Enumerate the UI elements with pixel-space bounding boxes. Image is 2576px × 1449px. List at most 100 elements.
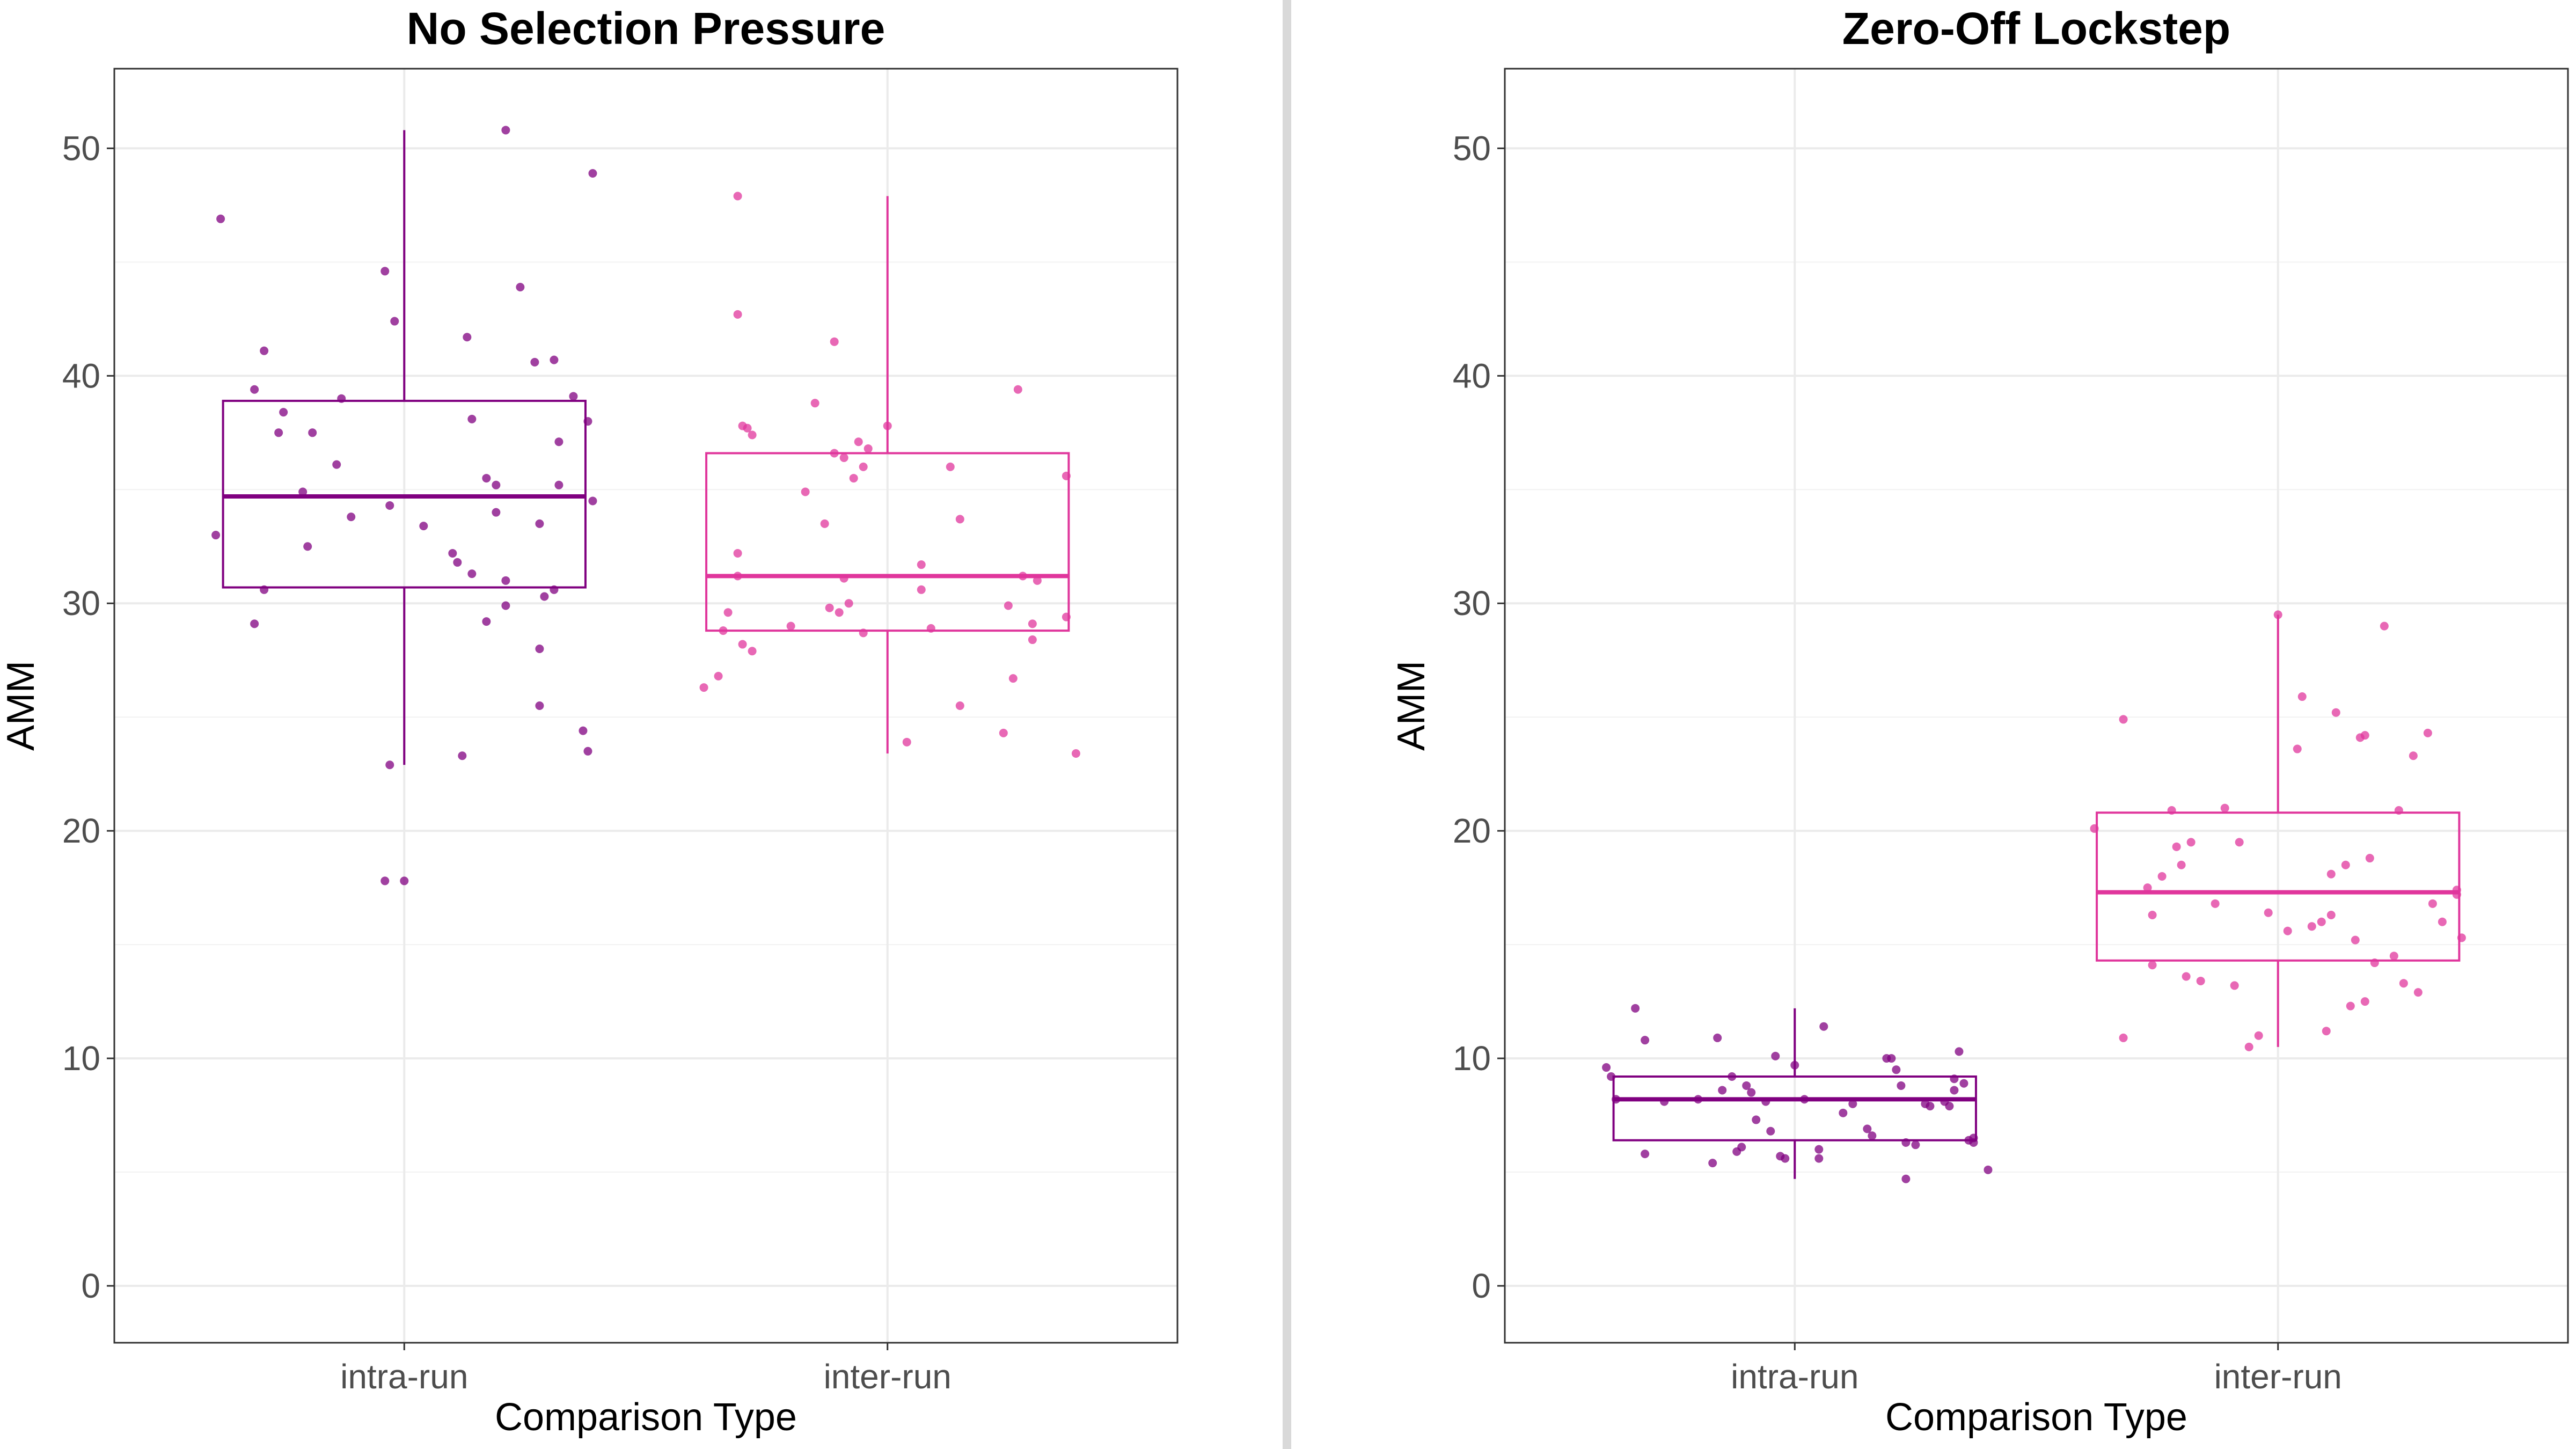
plot-area <box>1505 69 2568 1343</box>
data-point <box>1008 674 1018 683</box>
data-point <box>419 522 428 531</box>
data-point <box>1863 1124 1872 1133</box>
data-point <box>2331 708 2340 717</box>
data-point <box>999 728 1008 737</box>
data-point <box>2211 899 2220 908</box>
y-tick-label: 30 <box>1453 584 1491 623</box>
data-point <box>2360 997 2369 1006</box>
data-point <box>1800 1095 1809 1104</box>
data-point <box>1602 1063 1611 1072</box>
data-point <box>2177 860 2186 869</box>
plot-area <box>114 69 1177 1343</box>
data-point <box>279 408 288 417</box>
data-point <box>902 737 911 747</box>
data-point <box>1728 1072 1737 1081</box>
data-point <box>810 399 819 408</box>
panel-no-selection-pressure: 0 10 20 30 40 50 intra-run inter-run No Selectio… <box>0 3 1179 1439</box>
data-point <box>583 747 592 756</box>
data-point <box>723 608 733 617</box>
data-point <box>946 462 955 471</box>
box-intra-run <box>222 130 587 765</box>
data-point <box>588 169 597 178</box>
data-point <box>1897 1081 1906 1090</box>
y-tick-label: 40 <box>62 356 100 395</box>
data-point <box>2413 988 2423 997</box>
data-point <box>2380 621 2389 631</box>
data-point <box>492 480 501 489</box>
data-point <box>303 542 312 551</box>
x-axis-title: Comparison Type <box>1885 1396 2187 1439</box>
data-point <box>482 474 491 483</box>
y-tick-label: 10 <box>62 1039 100 1078</box>
data-point <box>260 585 269 594</box>
data-point <box>2148 961 2157 970</box>
data-point <box>801 487 810 496</box>
data-point <box>2389 952 2398 961</box>
data-points <box>1602 610 2466 1183</box>
data-point <box>1033 576 1042 585</box>
data-point <box>2423 728 2432 737</box>
data-point <box>863 444 873 453</box>
data-point <box>380 876 390 885</box>
data-point <box>2244 1042 2253 1051</box>
y-tick-label: 10 <box>1453 1039 1491 1078</box>
data-point <box>917 585 926 594</box>
y-tick-label: 50 <box>1453 129 1491 167</box>
data-point <box>2254 1031 2263 1040</box>
data-point <box>501 601 510 610</box>
data-point <box>1612 1095 1621 1104</box>
data-point <box>501 576 510 585</box>
data-point <box>1868 1131 1877 1140</box>
data-point <box>1718 1086 1727 1095</box>
data-point <box>2394 806 2403 815</box>
data-point <box>535 519 544 528</box>
panel-divider <box>1283 0 1291 1449</box>
data-point <box>1752 1115 1761 1124</box>
data-point <box>501 126 510 135</box>
data-point <box>1771 1051 1780 1060</box>
data-point <box>554 480 564 489</box>
data-point <box>2235 838 2244 847</box>
data-point <box>2326 911 2336 920</box>
data-point <box>535 701 544 710</box>
y-axis-title: AMM <box>0 661 42 751</box>
data-point <box>1028 619 1037 628</box>
data-point <box>1694 1095 1703 1104</box>
data-point <box>2119 1033 2128 1042</box>
data-point <box>1708 1159 1717 1168</box>
data-point <box>453 558 462 567</box>
data-point <box>733 310 742 319</box>
data-point <box>2119 715 2128 724</box>
data-point <box>738 640 747 649</box>
x-tick-label: inter-run <box>824 1357 952 1396</box>
data-point <box>1761 1097 1770 1106</box>
data-point <box>250 619 259 628</box>
data-point <box>2293 744 2302 753</box>
data-point <box>733 192 742 201</box>
data-point <box>2182 972 2191 981</box>
data-point <box>1984 1165 1993 1174</box>
data-point <box>1901 1174 1911 1183</box>
box-iqr <box>1612 1075 1977 1141</box>
data-point <box>2346 1001 2355 1011</box>
data-point <box>2230 981 2239 990</box>
data-point <box>2428 899 2437 908</box>
data-point <box>1071 749 1080 758</box>
data-point <box>854 437 863 447</box>
data-point <box>830 337 839 346</box>
data-point <box>448 548 457 558</box>
box-iqr <box>222 399 587 589</box>
data-point <box>844 599 853 608</box>
data-point <box>1018 572 1027 581</box>
data-point <box>839 574 848 583</box>
data-point <box>1819 1022 1828 1031</box>
data-point <box>332 460 341 469</box>
data-point <box>743 423 752 433</box>
data-point <box>2307 922 2316 931</box>
data-point <box>2452 890 2461 899</box>
data-point <box>467 569 477 579</box>
data-point <box>308 428 317 437</box>
data-point <box>1742 1081 1751 1090</box>
data-point <box>1945 1102 1954 1111</box>
